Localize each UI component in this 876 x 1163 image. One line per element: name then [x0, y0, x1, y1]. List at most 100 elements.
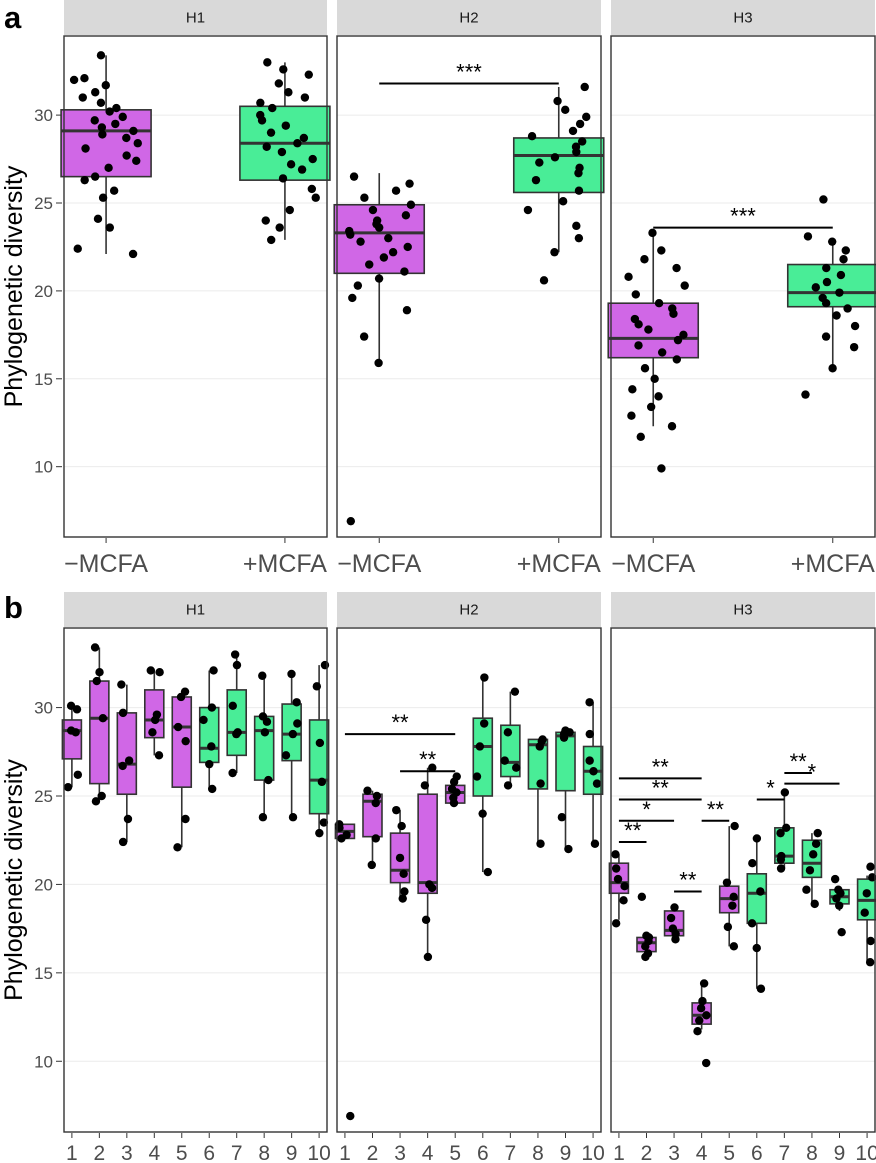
data-point-b-H2-7-4 — [510, 687, 520, 696]
data-point-a-H3-+MCFA-14 — [839, 255, 848, 264]
data-point-a-H1-−MCFA-12 — [133, 139, 142, 148]
data-point-a-H1-−MCFA-7 — [90, 172, 100, 181]
y-tick-label-a-15: 15 — [34, 370, 53, 389]
data-point-b-H1-5-0 — [173, 843, 182, 852]
data-point-a-H1-−MCFA-1 — [73, 244, 82, 253]
data-point-a-H1-+MCFA-0 — [267, 235, 276, 245]
facet-strip-b-H2 — [337, 592, 601, 627]
x-tick-label-b-H3-1: 1 — [613, 1142, 625, 1163]
x-tick-label-b-H3-10: 10 — [855, 1142, 876, 1163]
data-point-b-H3-10-3 — [862, 889, 871, 898]
data-point-a-H1-+MCFA-3 — [285, 205, 294, 215]
significance-label-b-H2-0: ** — [392, 710, 410, 735]
data-point-b-H1-3-3 — [124, 756, 134, 765]
data-point-b-H3-8-4 — [811, 839, 821, 848]
data-point-b-H3-1-3 — [613, 874, 623, 884]
data-point-b-H3-7-5 — [780, 788, 790, 797]
data-point-a-H2-+MCFA-2 — [574, 233, 584, 243]
data-point-a-H3-−MCFA-25 — [657, 246, 666, 255]
data-point-a-H3-−MCFA-24 — [640, 255, 649, 264]
data-point-b-H3-2-5 — [642, 931, 651, 940]
data-point-b-H1-2-1 — [97, 791, 106, 801]
x-tick-label-a-H3-−MCFA: −MCFA — [611, 550, 695, 578]
x-tick-label-b-H3-5: 5 — [723, 1142, 735, 1163]
data-point-a-H2-−MCFA-11 — [403, 242, 412, 252]
x-tick-label-b-H2-1: 1 — [339, 1142, 351, 1163]
y-tick-label-b-10: 10 — [34, 1052, 53, 1071]
data-point-b-H1-8-1 — [264, 775, 273, 785]
data-point-a-H2-−MCFA-23 — [391, 186, 401, 195]
box-a-H2-+MCFA — [512, 137, 605, 194]
data-point-a-H3-−MCFA-11 — [634, 341, 643, 350]
facet-title-a-H2: H2 — [459, 10, 478, 27]
data-point-b-H2-10-3 — [585, 756, 594, 765]
y-tick-label-b-15: 15 — [34, 964, 53, 983]
data-point-b-H3-6-1 — [752, 943, 761, 953]
data-point-a-H2-−MCFA-2 — [359, 332, 369, 341]
y-tick-label-b-30: 30 — [34, 699, 53, 718]
data-point-b-H3-1-2 — [620, 881, 629, 891]
data-point-b-H2-3-2 — [399, 869, 408, 879]
data-point-a-H2-+MCFA-20 — [553, 96, 562, 106]
data-point-b-H3-1-0 — [611, 919, 621, 928]
data-point-a-H1-+MCFA-17 — [256, 110, 265, 120]
data-point-b-H1-1-1 — [73, 770, 83, 779]
data-point-b-H1-3-5 — [117, 680, 126, 689]
x-tick-label-b-H3-2: 2 — [641, 1142, 653, 1163]
data-point-a-H1-−MCFA-15 — [129, 126, 138, 136]
data-point-a-H3-−MCFA-3 — [627, 411, 636, 420]
data-point-b-H2-7-0 — [503, 781, 513, 790]
data-point-a-H3-+MCFA-2 — [849, 342, 859, 352]
data-point-a-H2-+MCFA-0 — [539, 276, 549, 285]
significance-label-b-H3-7: ** — [790, 749, 808, 774]
x-tick-label-b-H1-9: 9 — [286, 1142, 298, 1163]
significance-label-b-H3-1: ** — [652, 776, 670, 801]
x-tick-label-b-H1-3: 3 — [121, 1142, 133, 1163]
data-point-a-H3-−MCFA-13 — [679, 330, 688, 340]
y-tick-label-b-25: 25 — [34, 787, 53, 806]
data-point-a-H3-−MCFA-4 — [646, 402, 656, 412]
data-point-b-H3-9-0 — [837, 927, 846, 937]
data-point-a-H3-−MCFA-10 — [657, 348, 667, 357]
x-tick-label-b-H1-7: 7 — [231, 1142, 243, 1163]
data-point-b-H2-8-4 — [538, 735, 547, 744]
data-point-b-H1-9-4 — [292, 698, 301, 707]
data-point-a-H2-+MCFA-21 — [580, 82, 589, 92]
data-point-a-H2-−MCFA-24 — [405, 179, 414, 188]
x-tick-label-b-H1-6: 6 — [203, 1142, 215, 1163]
data-point-b-H1-8-0 — [258, 813, 268, 822]
data-point-a-H3-+MCFA-6 — [843, 304, 852, 313]
data-point-a-H1-+MCFA-19 — [256, 98, 265, 108]
data-point-b-H3-7-2 — [777, 851, 786, 861]
data-point-b-H2-2-2 — [371, 798, 380, 808]
data-point-a-H2-−MCFA-15 — [345, 226, 354, 236]
data-point-a-H1-+MCFA-14 — [266, 128, 276, 137]
data-point-b-H1-6-2 — [207, 742, 216, 751]
data-point-a-H1-+MCFA-18 — [268, 103, 277, 113]
data-point-b-H2-1-2 — [342, 830, 351, 840]
data-point-a-H2-+MCFA-6 — [574, 186, 584, 195]
significance-label-b-H3-8: * — [808, 760, 817, 785]
data-point-b-H2-10-2 — [589, 767, 598, 776]
data-point-a-H2-−MCFA-8 — [365, 260, 374, 269]
data-point-a-H2-+MCFA-9 — [575, 163, 584, 173]
data-point-b-H3-8-0 — [810, 899, 819, 909]
data-point-b-H3-8-3 — [809, 850, 818, 859]
data-point-b-H1-10-3 — [315, 738, 325, 748]
data-point-a-H2-−MCFA-13 — [384, 233, 393, 243]
data-point-b-H3-10-5 — [866, 862, 875, 871]
data-point-b-H2-3-0 — [398, 894, 407, 903]
data-point-a-H3-+MCFA-4 — [850, 321, 860, 331]
data-point-a-H1-+MCFA-5 — [307, 184, 317, 194]
data-point-b-H1-5-1 — [181, 814, 190, 824]
significance-label-b-H3-6: * — [766, 776, 775, 801]
data-point-b-H1-7-4 — [232, 660, 242, 670]
data-point-a-H1-−MCFA-6 — [80, 175, 89, 185]
data-point-a-H2-+MCFA-7 — [531, 175, 541, 185]
data-point-b-H1-10-5 — [320, 660, 330, 670]
data-point-a-H1-+MCFA-4 — [311, 193, 320, 202]
data-point-a-H3-−MCFA-6 — [628, 385, 637, 394]
x-tick-label-a-H2-+MCFA: +MCFA — [517, 550, 601, 578]
data-point-b-H2-9-1 — [557, 813, 567, 822]
data-point-a-H2-+MCFA-18 — [582, 112, 591, 122]
